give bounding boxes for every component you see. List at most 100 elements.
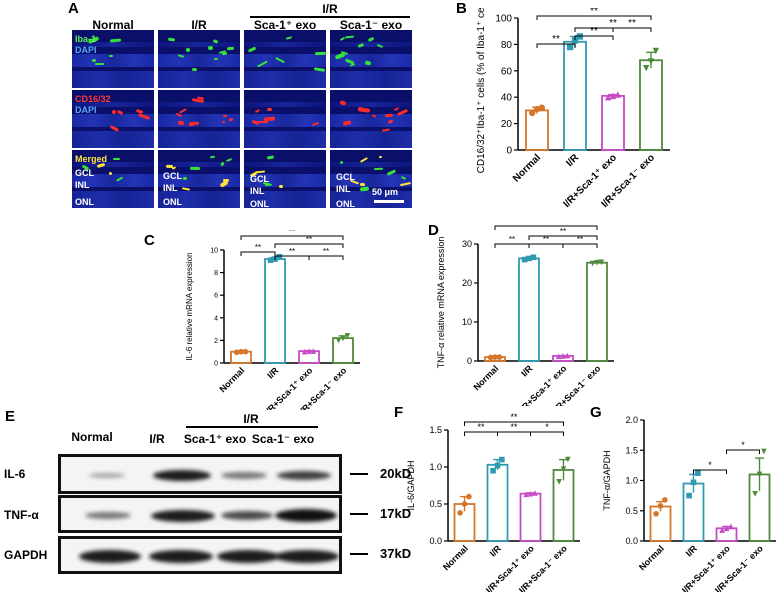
bar-1 <box>264 258 286 364</box>
data-point <box>564 352 571 359</box>
significance-label: ** <box>255 243 261 252</box>
data-point <box>652 47 660 55</box>
data-point <box>719 527 725 533</box>
significance-label: ** <box>560 227 566 236</box>
cell-signal <box>110 38 122 43</box>
significance-bracket <box>528 235 598 240</box>
bar-1 <box>518 257 540 362</box>
micrograph-layer <box>72 41 154 48</box>
significance-label: ** <box>323 247 329 256</box>
layer-onl-3: ONL <box>250 199 269 209</box>
cell-signal <box>207 45 213 50</box>
label-cd1632: CD16/32 <box>75 94 111 104</box>
data-point <box>761 448 767 455</box>
micrograph-layer <box>72 101 154 108</box>
panel-e-col-scapos: Sca-1⁺ exo <box>183 432 247 446</box>
bar-3 <box>586 261 608 362</box>
micrograph-merged-scapos <box>244 150 326 208</box>
data-point <box>523 491 529 498</box>
significance-label: * <box>708 460 712 470</box>
panel-a-col-scapos: Sca-1⁺ exo <box>253 18 317 32</box>
y-tick-label: 0 <box>506 146 512 157</box>
data-point <box>728 523 734 530</box>
band-tnfa-scaneg <box>275 509 337 522</box>
cell-signal <box>167 37 176 42</box>
data-point <box>267 257 274 263</box>
data-point <box>490 467 496 474</box>
micrograph-layer <box>72 70 154 88</box>
micrograph-layer <box>330 114 412 128</box>
data-point <box>657 503 664 509</box>
y-tick-label: 2 <box>214 338 218 345</box>
data-point <box>306 348 312 354</box>
data-point <box>598 259 605 266</box>
layer-inl-2: INL <box>163 183 178 193</box>
data-point <box>555 353 562 360</box>
cell-signal <box>357 107 370 113</box>
category-label-0: Normal <box>637 543 666 572</box>
y-tick-label: 40 <box>501 93 513 104</box>
category-label-1: I/R <box>684 543 700 559</box>
significance-bracket <box>530 431 564 436</box>
significance-label: ** <box>509 235 515 244</box>
wb-label-tnfa: TNF-α <box>4 508 39 522</box>
y-tick-label: 10 <box>210 247 218 254</box>
data-point <box>492 354 498 360</box>
wb-label-il6: IL-6 <box>4 467 26 481</box>
category-label-1: I/R <box>519 363 535 379</box>
y-tick-label: 80 <box>501 40 513 51</box>
cell-signal <box>91 58 97 62</box>
category-label-0: Normal <box>471 363 500 392</box>
data-point <box>530 254 537 261</box>
wb-size-20: 20kD <box>380 466 412 481</box>
significance-bracket <box>536 15 652 20</box>
significance-label: * <box>545 422 549 432</box>
micrograph-layer <box>158 114 240 128</box>
bar-1 <box>486 463 509 542</box>
data-point <box>594 259 600 266</box>
y-tick-label: 1.5 <box>625 445 638 455</box>
data-point <box>571 37 579 44</box>
micrograph-layer <box>244 41 326 48</box>
cell-signal <box>95 62 105 65</box>
data-point <box>527 490 534 497</box>
significance-label: ** <box>590 26 598 37</box>
y-tick-label: 2.0 <box>625 415 638 425</box>
bar-2 <box>601 94 625 151</box>
micrograph-layer <box>244 101 326 108</box>
significance-bracket <box>574 35 614 40</box>
category-label-0: Normal <box>511 152 543 184</box>
label-dapi-2: DAPI <box>75 105 97 115</box>
layer-onl-1: ONL <box>75 197 94 207</box>
significance-bracket <box>308 255 344 260</box>
cell-signal <box>374 167 383 170</box>
data-point <box>653 510 659 517</box>
panel-letter-g: G <box>590 404 602 421</box>
category-label-1: I/R <box>488 543 504 559</box>
y-tick-label: 20 <box>501 119 513 130</box>
micrograph-layer <box>72 190 154 208</box>
band-tnfa-ir <box>151 510 215 522</box>
y-tick-label: 1.0 <box>625 476 638 486</box>
micrograph-cd1632-normal <box>72 90 154 148</box>
data-point <box>344 333 351 339</box>
micrograph-layer <box>158 41 240 48</box>
micrograph-layer <box>72 174 154 188</box>
panel-letter-a: A <box>68 0 79 17</box>
micrograph-layer <box>158 54 240 68</box>
y-tick-label: 0 <box>214 360 218 367</box>
layer-onl-2: ONL <box>163 197 182 207</box>
data-point <box>494 462 501 469</box>
panel-a-group-line <box>250 16 410 18</box>
significance-label: ** <box>628 18 636 29</box>
blot-gapdh <box>58 536 342 574</box>
panel-a-group-header: I/R <box>322 2 338 16</box>
data-point <box>533 105 541 113</box>
chart-d: 0 10 20 30 TNF-α relative mRNA expression Nor… <box>436 224 614 406</box>
panel-a-col-ir: I/R <box>191 18 207 32</box>
data-point <box>538 104 546 111</box>
cell-signal <box>185 47 191 53</box>
layer-gcl-2: GCL <box>163 171 182 181</box>
cell-signal <box>209 155 216 159</box>
